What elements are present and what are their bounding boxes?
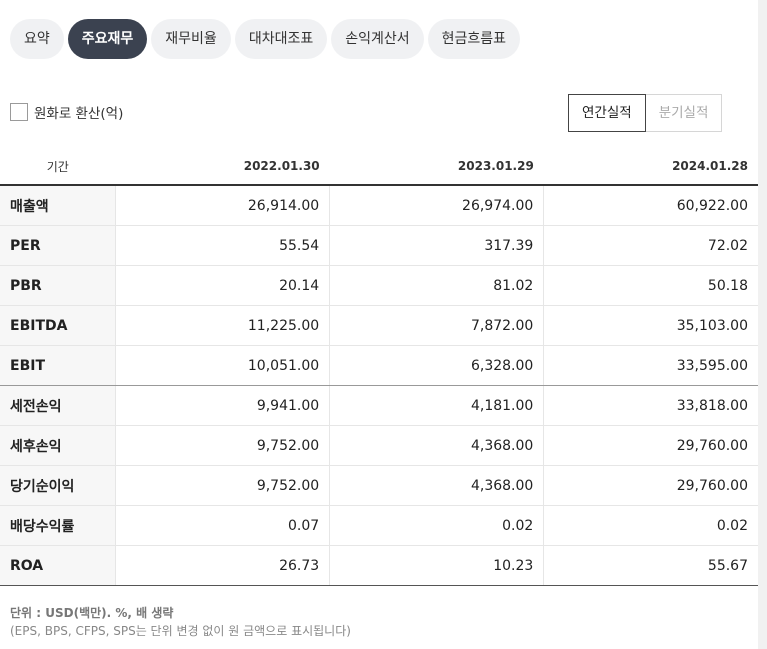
row-label: 세후손익 <box>0 425 116 466</box>
annual-results-button[interactable]: 연간실적 <box>568 94 646 132</box>
table-row: 매출액 26,914.00 26,974.00 60,922.00 <box>0 185 758 226</box>
table-row: EBIT 10,051.00 6,328.00 33,595.00 <box>0 345 758 386</box>
row-label: ROA <box>0 545 116 586</box>
row-label: PER <box>0 225 116 266</box>
table-row: PER 55.54 317.39 72.02 <box>0 225 758 266</box>
tab-cash-flow[interactable]: 현금흐름표 <box>427 19 521 59</box>
tab-financial-ratios[interactable]: 재무비율 <box>151 19 231 59</box>
column-header: 2024.01.28 <box>543 148 758 186</box>
unit-note: 단위 : USD(백만). %, 배 생략 <box>10 606 174 620</box>
table-cell: 0.02 <box>329 505 544 546</box>
table-cell: 55.67 <box>543 545 758 586</box>
tab-key-financials[interactable]: 주요재무 <box>67 19 148 59</box>
row-label: 세전손익 <box>0 385 116 426</box>
table-cell: 72.02 <box>543 225 758 266</box>
table-cell: 81.02 <box>329 265 544 306</box>
table-row: 세후손익 9,752.00 4,368.00 29,760.00 <box>0 425 758 466</box>
unit-footnote: 단위 : USD(백만). %, 배 생략 (EPS, BPS, CFPS, S… <box>10 604 351 640</box>
table-row: ROA 26.73 10.23 55.67 <box>0 545 758 586</box>
table-cell: 7,872.00 <box>329 305 544 346</box>
row-label: 배당수익률 <box>0 505 116 546</box>
table-cell: 9,752.00 <box>114 465 330 506</box>
quarterly-results-button[interactable]: 분기실적 <box>645 94 723 132</box>
tab-income-statement[interactable]: 손익계산서 <box>331 19 424 59</box>
tab-summary[interactable]: 요약 <box>10 19 64 59</box>
row-label: EBITDA <box>0 305 116 346</box>
per-share-note: (EPS, BPS, CFPS, SPS는 단위 변경 없이 원 금액으로 표시… <box>10 624 351 638</box>
tab-balance-sheet[interactable]: 대차대조표 <box>234 19 328 59</box>
table-cell: 317.39 <box>329 225 544 266</box>
table-cell: 29,760.00 <box>543 425 758 466</box>
column-header: 2023.01.29 <box>329 148 544 186</box>
table-row: 당기순이익 9,752.00 4,368.00 29,760.00 <box>0 465 758 506</box>
table-row: PBR 20.14 81.02 50.18 <box>0 265 758 306</box>
table-cell: 55.54 <box>114 225 330 266</box>
column-header: 2022.01.30 <box>115 148 330 186</box>
table-cell: 50.18 <box>543 265 758 306</box>
table-cell: 35,103.00 <box>543 305 758 346</box>
table-row: EBITDA 11,225.00 7,872.00 35,103.00 <box>0 305 758 346</box>
row-label: PBR <box>0 265 116 306</box>
table-cell: 4,181.00 <box>329 385 544 426</box>
table-cell: 60,922.00 <box>543 185 758 226</box>
table-cell: 26,914.00 <box>114 185 330 226</box>
table-row: 세전손익 9,941.00 4,181.00 33,818.00 <box>0 385 758 426</box>
table-cell: 29,760.00 <box>543 465 758 506</box>
vertical-scrollbar[interactable] <box>758 0 767 649</box>
table-cell: 26,974.00 <box>329 185 544 226</box>
table-row: 배당수익률 0.07 0.02 0.02 <box>0 505 758 546</box>
row-label: 당기순이익 <box>0 465 116 506</box>
krw-convert-checkbox[interactable] <box>10 103 28 121</box>
table-cell: 0.02 <box>543 505 758 546</box>
table-cell: 9,752.00 <box>114 425 330 466</box>
row-label: 매출액 <box>0 185 116 226</box>
table-cell: 33,818.00 <box>543 385 758 426</box>
key-financials-table: 기간 2022.01.30 2023.01.29 2024.01.28 매출액 … <box>0 148 758 586</box>
row-label: EBIT <box>0 345 116 386</box>
financial-tabs: 요약 주요재무 재무비율 대차대조표 손익계산서 현금흐름표 <box>10 19 521 59</box>
table-cell: 33,595.00 <box>543 345 758 386</box>
table-cell: 4,368.00 <box>329 465 544 506</box>
krw-convert-option[interactable]: 원화로 환산(억) <box>10 102 123 122</box>
table-cell: 9,941.00 <box>114 385 330 426</box>
table-cell: 6,328.00 <box>329 345 544 386</box>
table-cell: 20.14 <box>114 265 330 306</box>
period-toggle: 연간실적 분기실적 <box>568 94 723 132</box>
table-cell: 11,225.00 <box>114 305 330 346</box>
period-header: 기간 <box>0 148 116 186</box>
table-header-row: 기간 2022.01.30 2023.01.29 2024.01.28 <box>0 148 758 186</box>
table-cell: 10.23 <box>329 545 544 586</box>
table-cell: 4,368.00 <box>329 425 544 466</box>
table-cell: 26.73 <box>114 545 330 586</box>
krw-convert-label: 원화로 환산(억) <box>34 106 124 122</box>
table-cell: 0.07 <box>114 505 330 546</box>
table-cell: 10,051.00 <box>114 345 330 386</box>
